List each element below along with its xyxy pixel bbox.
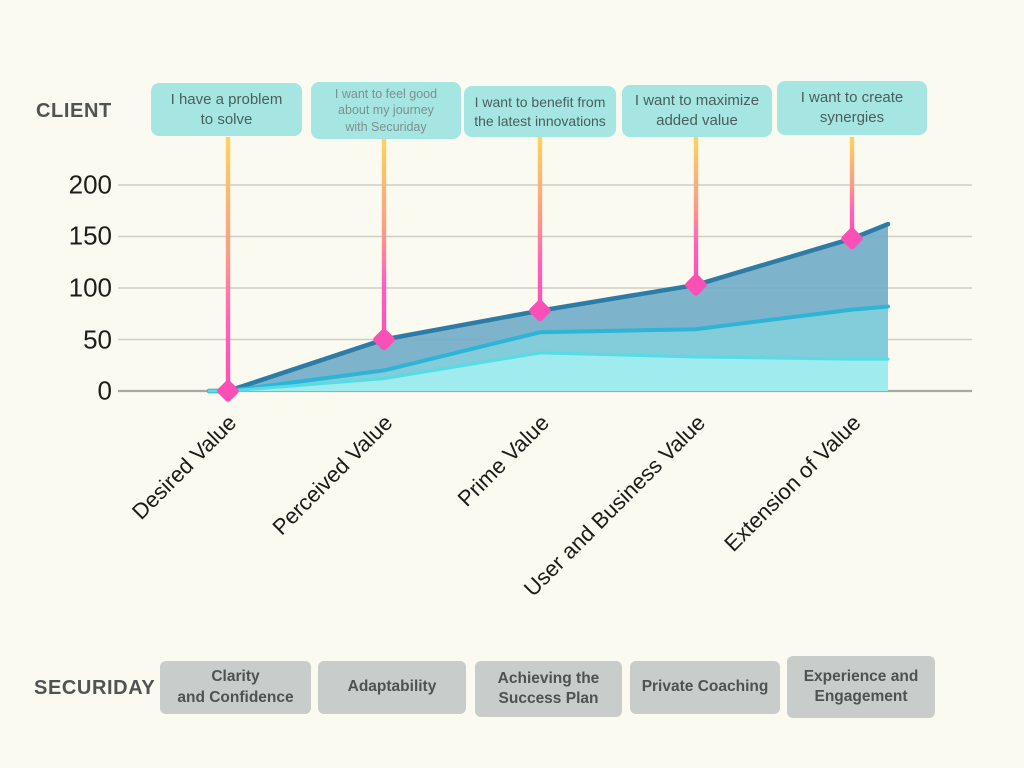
diamond-marker-5 (841, 227, 863, 250)
diamond-marker-1 (217, 380, 239, 402)
y-axis-tick-0: 0 (97, 375, 112, 406)
callout-drop-line-2 (381, 137, 387, 340)
client-row-label: CLIENT (36, 100, 112, 122)
securiday-step-private-coaching: Private Coaching (630, 661, 780, 714)
client-callout-perceived-value: I want to feel good about my journey wit… (311, 82, 461, 139)
y-axis-tick-50: 50 (83, 324, 112, 355)
client-callout-user-business-value: I want to maximize added value (622, 85, 772, 137)
securiday-step-success-plan: Achieving the Success Plan (475, 661, 622, 717)
securiday-step-experience-engagement: Experience and Engagement (787, 656, 935, 718)
securiday-step-adaptability: Adaptability (318, 661, 466, 714)
diamond-marker-3 (529, 299, 551, 322)
y-axis-tick-150: 150 (68, 220, 112, 251)
callout-drop-line-1 (225, 137, 231, 391)
client-callout-extension-value: I want to create synergies (777, 81, 927, 135)
client-callout-desired-value: I have a problem to solve (151, 83, 302, 136)
y-axis-tick-200: 200 (68, 169, 112, 200)
securiday-row-label: SECURIDAY (34, 677, 156, 699)
y-axis-tick-100: 100 (68, 272, 112, 303)
diamond-marker-4 (685, 274, 707, 296)
callout-drop-line-5 (849, 137, 855, 239)
diamond-marker-2 (373, 328, 395, 351)
area-series-3 (209, 352, 888, 391)
securiday-step-clarity-confidence: Clarity and Confidence (160, 661, 311, 714)
client-callout-prime-value: I want to benefit from the latest innova… (464, 86, 616, 137)
callout-drop-line-3 (537, 137, 543, 311)
callout-drop-line-4 (693, 137, 699, 285)
